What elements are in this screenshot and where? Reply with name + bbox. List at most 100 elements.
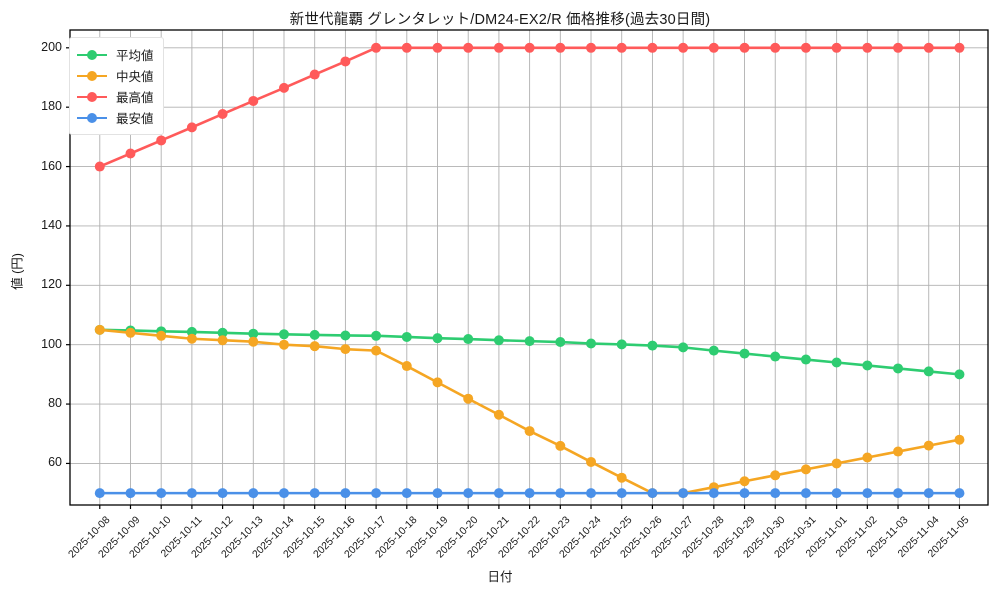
data-point xyxy=(524,488,535,499)
data-point xyxy=(217,488,228,499)
data-point xyxy=(831,458,842,469)
legend-line-marker-icon xyxy=(77,90,107,104)
data-point xyxy=(463,42,474,53)
data-point xyxy=(708,345,719,356)
data-point xyxy=(862,360,873,371)
data-point xyxy=(893,446,904,457)
data-point xyxy=(586,488,597,499)
y-tick-label: 180 xyxy=(41,99,62,114)
data-point xyxy=(217,335,228,346)
data-point xyxy=(800,354,811,365)
data-point xyxy=(279,339,289,350)
y-tick-label: 100 xyxy=(41,336,62,351)
data-point xyxy=(248,95,259,106)
data-point xyxy=(586,42,597,53)
data-point xyxy=(371,42,382,53)
data-point xyxy=(647,42,658,53)
data-point xyxy=(678,42,689,53)
data-point xyxy=(279,82,289,93)
data-point xyxy=(432,488,443,499)
legend-item-2[interactable]: 中央値 xyxy=(77,65,154,86)
data-point xyxy=(340,488,351,499)
data-point xyxy=(800,464,811,475)
data-point xyxy=(371,330,382,341)
data-point xyxy=(678,488,689,499)
data-point xyxy=(340,330,351,341)
chart-title: 新世代龍覇 グレンタレット/DM24-EX2/R 価格推移(過去30日間) xyxy=(289,12,711,28)
data-point xyxy=(401,42,412,53)
data-point xyxy=(125,148,136,159)
legend-line-marker-icon xyxy=(77,111,107,125)
data-point xyxy=(862,452,873,463)
data-point xyxy=(616,339,627,350)
data-point xyxy=(186,122,197,133)
data-point xyxy=(708,42,719,53)
data-point xyxy=(309,488,320,499)
y-tick-label: 200 xyxy=(41,39,62,54)
data-point xyxy=(279,488,289,499)
data-point xyxy=(524,336,535,347)
data-point xyxy=(340,344,351,355)
data-point xyxy=(94,488,105,499)
legend-line-marker-icon xyxy=(77,69,107,83)
data-point xyxy=(862,488,873,499)
data-point xyxy=(678,342,689,353)
data-point xyxy=(770,488,781,499)
y-tick-label: 120 xyxy=(41,277,62,292)
data-point xyxy=(893,363,904,374)
legend-item-1[interactable]: 平均値 xyxy=(77,44,154,65)
series-2 xyxy=(94,324,965,499)
data-point xyxy=(923,366,934,377)
y-tick-label: 80 xyxy=(48,396,62,411)
data-point xyxy=(893,488,904,499)
data-point xyxy=(586,338,597,349)
data-point xyxy=(524,426,535,437)
data-point xyxy=(432,42,443,53)
data-point xyxy=(616,488,627,499)
data-point xyxy=(954,42,965,53)
data-point xyxy=(739,348,750,359)
data-point xyxy=(862,42,873,53)
data-point xyxy=(493,335,504,346)
data-point xyxy=(647,340,658,351)
data-point xyxy=(125,327,136,338)
data-point xyxy=(893,42,904,53)
legend-item-3[interactable]: 最高値 xyxy=(77,86,154,107)
data-point xyxy=(309,69,320,80)
y-axis-label: 値 (円) xyxy=(10,253,25,290)
y-tick-label: 140 xyxy=(41,217,62,232)
data-point xyxy=(248,488,259,499)
data-point xyxy=(954,434,965,445)
data-point xyxy=(555,488,566,499)
legend-item-4[interactable]: 最安値 xyxy=(77,107,154,128)
plot-frame xyxy=(69,29,989,506)
data-point xyxy=(739,476,750,487)
data-point xyxy=(831,42,842,53)
legend-label: 最安値 xyxy=(116,112,154,126)
data-point xyxy=(555,42,566,53)
data-point xyxy=(279,329,289,340)
data-point xyxy=(401,331,412,342)
data-point xyxy=(493,42,504,53)
data-point xyxy=(954,488,965,499)
data-point xyxy=(647,488,658,499)
data-point xyxy=(401,488,412,499)
data-point xyxy=(217,109,228,120)
data-point xyxy=(340,56,351,67)
data-point xyxy=(371,488,382,499)
data-point xyxy=(586,456,597,467)
data-point xyxy=(493,488,504,499)
data-point xyxy=(770,42,781,53)
data-point xyxy=(463,393,474,404)
data-point xyxy=(309,341,320,352)
y-tick-label: 160 xyxy=(41,158,62,173)
data-point xyxy=(770,470,781,481)
data-point xyxy=(831,488,842,499)
data-point xyxy=(800,42,811,53)
data-point xyxy=(309,329,320,340)
data-point xyxy=(923,440,934,451)
legend-label: 中央値 xyxy=(116,70,154,84)
data-point xyxy=(156,488,167,499)
data-point xyxy=(463,488,474,499)
